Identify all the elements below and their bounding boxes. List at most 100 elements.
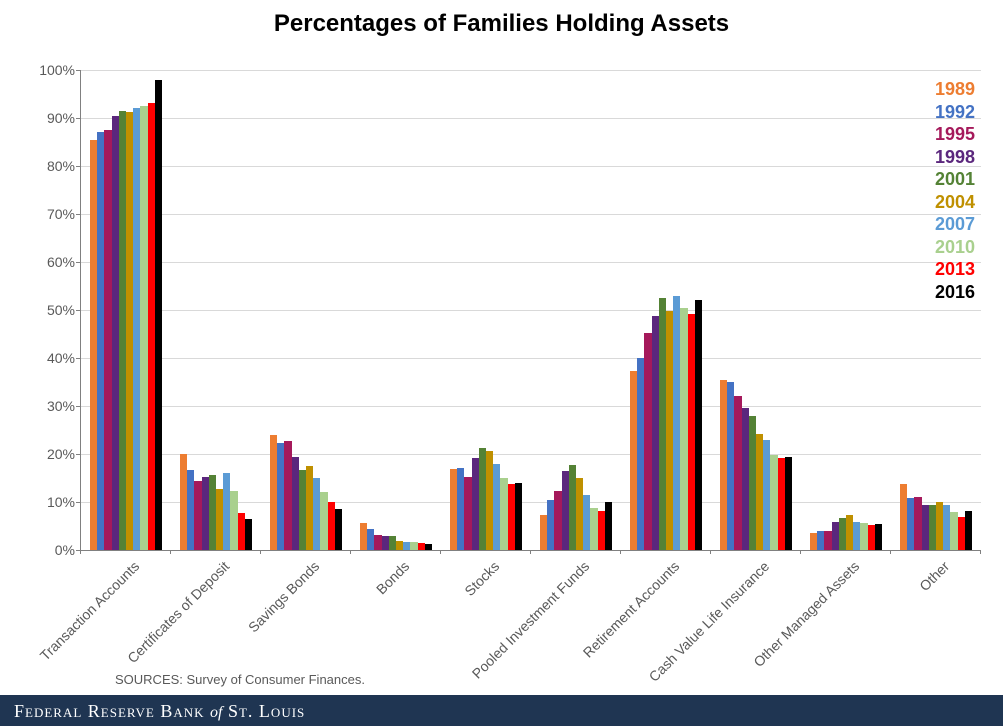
bar bbox=[209, 475, 216, 550]
bar bbox=[644, 333, 651, 550]
bar bbox=[832, 522, 839, 550]
y-tick-label: 70% bbox=[30, 206, 75, 222]
bar bbox=[155, 80, 162, 550]
gridline bbox=[81, 406, 981, 407]
bar bbox=[472, 458, 479, 550]
x-axis-label: Certificates of Deposit bbox=[80, 558, 233, 711]
plot-area bbox=[80, 70, 981, 551]
bar bbox=[763, 440, 770, 550]
bar bbox=[734, 396, 741, 550]
bar bbox=[396, 541, 403, 550]
bar bbox=[403, 542, 410, 550]
bar bbox=[598, 511, 605, 550]
y-tick-label: 100% bbox=[30, 62, 75, 78]
gridline bbox=[81, 214, 981, 215]
bar bbox=[194, 481, 201, 550]
bar bbox=[868, 525, 875, 550]
bar bbox=[583, 495, 590, 550]
bar bbox=[695, 300, 702, 550]
bar bbox=[922, 505, 929, 550]
chart-container: Percentages of Families Holding Assets 0… bbox=[0, 0, 1003, 726]
x-tick bbox=[620, 550, 621, 554]
y-tick-label: 60% bbox=[30, 254, 75, 270]
gridline bbox=[81, 454, 981, 455]
bar bbox=[410, 542, 417, 550]
gridline bbox=[81, 310, 981, 311]
bar bbox=[950, 512, 957, 550]
bar bbox=[284, 441, 291, 550]
bar bbox=[486, 451, 493, 550]
bar bbox=[576, 478, 583, 550]
bar bbox=[292, 457, 299, 550]
bar bbox=[126, 112, 133, 550]
bar bbox=[133, 108, 140, 550]
gridline bbox=[81, 262, 981, 263]
bar bbox=[515, 483, 522, 550]
bar bbox=[659, 298, 666, 550]
bar bbox=[860, 523, 867, 550]
bar bbox=[770, 455, 777, 550]
bar bbox=[554, 491, 561, 550]
bar bbox=[688, 314, 695, 550]
bar bbox=[277, 443, 284, 550]
bar bbox=[929, 505, 936, 550]
bar bbox=[425, 544, 432, 550]
bar bbox=[562, 471, 569, 550]
bar bbox=[666, 311, 673, 550]
x-tick bbox=[170, 550, 171, 554]
legend-item: 2010 bbox=[935, 236, 975, 259]
bar bbox=[824, 531, 831, 550]
bar bbox=[965, 511, 972, 550]
bar bbox=[756, 434, 763, 550]
bar bbox=[104, 130, 111, 550]
chart-title: Percentages of Families Holding Assets bbox=[0, 0, 1003, 38]
x-tick bbox=[350, 550, 351, 554]
x-axis-label: Stocks bbox=[350, 558, 503, 711]
bar bbox=[97, 132, 104, 550]
bar bbox=[958, 517, 965, 550]
bar bbox=[374, 535, 381, 550]
bar bbox=[187, 470, 194, 550]
bar bbox=[119, 111, 126, 550]
bar bbox=[853, 522, 860, 550]
bar bbox=[223, 473, 230, 550]
legend-item: 1989 bbox=[935, 78, 975, 101]
legend-item: 2016 bbox=[935, 281, 975, 304]
bar bbox=[742, 408, 749, 550]
x-tick bbox=[980, 550, 981, 554]
bar bbox=[450, 469, 457, 550]
bar bbox=[630, 371, 637, 550]
gridline bbox=[81, 118, 981, 119]
bar bbox=[270, 435, 277, 550]
bar bbox=[238, 513, 245, 550]
bar bbox=[839, 518, 846, 550]
footer-of: of bbox=[210, 704, 222, 721]
bar bbox=[328, 502, 335, 550]
x-tick bbox=[440, 550, 441, 554]
bar bbox=[652, 316, 659, 550]
bar bbox=[360, 523, 367, 550]
bar bbox=[320, 492, 327, 550]
bar bbox=[540, 515, 547, 550]
bar bbox=[306, 466, 313, 550]
gridline bbox=[81, 166, 981, 167]
bar bbox=[914, 497, 921, 550]
x-tick bbox=[260, 550, 261, 554]
bar bbox=[148, 103, 155, 550]
y-tick-label: 80% bbox=[30, 158, 75, 174]
bar bbox=[245, 519, 252, 550]
x-tick bbox=[890, 550, 891, 554]
bar bbox=[907, 498, 914, 550]
legend-item: 2004 bbox=[935, 191, 975, 214]
bar bbox=[605, 502, 612, 550]
bar bbox=[547, 500, 554, 550]
bar bbox=[846, 515, 853, 550]
bar bbox=[810, 533, 817, 550]
y-tick-label: 20% bbox=[30, 446, 75, 462]
bar bbox=[313, 478, 320, 550]
y-tick-label: 90% bbox=[30, 110, 75, 126]
bar bbox=[335, 509, 342, 550]
bar bbox=[90, 140, 97, 550]
y-tick-label: 0% bbox=[30, 542, 75, 558]
bar bbox=[817, 531, 824, 550]
